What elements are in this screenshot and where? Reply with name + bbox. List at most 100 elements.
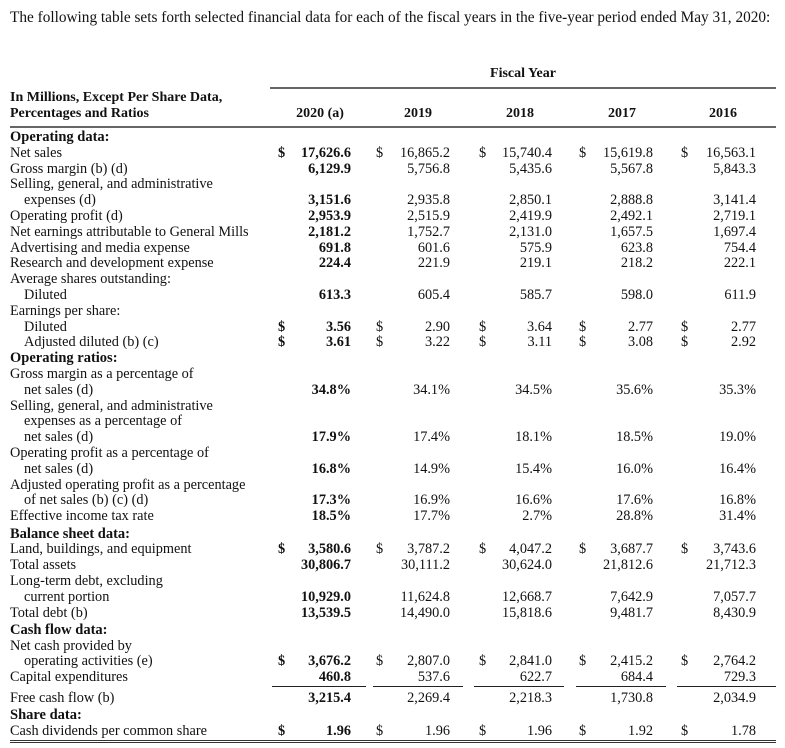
cell-2019: 537.6 [417,669,450,686]
row-label: Net earnings attributable to General Mil… [10,223,249,240]
section-heading: Balance sheet data: [0,526,785,542]
cell-2016: 7,057.7 [713,588,756,605]
cell-2016: 21,712.3 [705,557,756,574]
row-label: Earnings per share: [10,302,121,319]
cell-2020: 1.96 [325,723,351,740]
cell-2018: 2,131.0 [509,223,552,240]
cell-2018: 622.7 [519,669,552,686]
table-row: net sales (d) 16.8% 14.9% 15.4% 16.0% 16.4% [0,461,785,477]
table-row: expenses as a percentage of [0,413,785,429]
cell-2016: 1,697.4 [713,223,756,240]
table-row: Diluted 613.3 605.4 585.7 598.0 611.9 [0,287,785,303]
cell-2017: 1,730.8 [610,690,653,706]
cell-2019: 11,624.8 [400,588,450,605]
cell-2017: 684.4 [620,669,653,686]
section-heading: Operating data: [0,129,785,145]
cell-2016: 3,141.4 [713,192,756,209]
table-row: Selling, general, and administrative [0,398,785,414]
cell-2020: 13,539.5 [300,604,351,621]
currency-symbol: $ [479,318,487,335]
cell-2020: 3.61 [325,334,351,351]
table-bottom-rule [10,739,776,743]
cell-2016: 16,563.1 [705,144,756,161]
row-label: Long-term debt, excluding [10,572,163,589]
row-label: expenses (d) [24,192,96,209]
cell-2019: 17.7% [413,508,450,525]
cell-2019: 14,490.0 [399,604,450,621]
cell-2020: 10,929.0 [300,588,351,605]
table-row: Total debt (b) 13,539.5 14,490.0 15,818.6 9,… [0,605,785,621]
currency-symbol: $ [579,318,587,335]
cell-2017: 2,492.1 [610,208,653,224]
row-label: net sales (d) [24,460,94,477]
cell-2019: 1.96 [424,723,450,740]
currency-symbol: $ [376,541,384,558]
cell-2016: 1.78 [730,723,756,740]
cell-2020: 16.8% [311,460,351,477]
cell-2017: 598.0 [620,287,653,303]
cell-2018: 18.1% [515,429,552,446]
currency-symbol: $ [376,144,384,161]
cell-2020: 3,215.4 [308,690,351,706]
row-label: Advertising and media expense [10,239,190,256]
cell-2020: 2,181.2 [308,223,351,240]
row-label: Capital expenditures [10,669,128,686]
row-label: Adjusted diluted (b) (c) [24,334,159,351]
table-row: Long-term debt, excluding [0,573,785,589]
subtotal-rule [576,686,666,687]
cell-2016: 611.9 [724,287,756,303]
row-label: Selling, general, and administrative [10,176,213,193]
intro-paragraph: The following table sets forth selected … [10,9,771,26]
cell-2017: 9,481.7 [610,604,653,621]
cell-2020: 6,129.9 [308,160,351,177]
cell-2016: 222.1 [723,255,756,272]
cell-2019: 3.22 [424,334,450,351]
cell-2020: 3,676.2 [308,653,351,670]
cell-2017: 3,687.7 [610,541,653,558]
header-divider [270,87,776,89]
cell-2017: 1,657.5 [610,223,653,240]
cell-2017: 35.6% [616,381,653,398]
cell-2017: 218.2 [620,255,653,272]
cell-2017: 2,888.8 [610,192,653,209]
cell-2017: 2,415.2 [610,653,653,670]
cell-2019: 601.6 [417,239,450,256]
table-row: Earnings per share: [0,303,785,319]
row-label: current portion [24,588,110,605]
cell-2019: 1,752.7 [407,223,450,240]
cell-2017: 5,567.8 [610,160,653,177]
cell-2019: 30,111.2 [401,557,450,574]
table-row: Total assets 30,806.7 30,111.2 30,624.0 21,8… [0,557,785,573]
header-label-line: Percentages and Ratios [10,106,149,121]
cell-2017: 17.6% [616,492,653,509]
currency-symbol: $ [681,318,689,335]
cell-2016: 16.8% [719,492,756,509]
row-label: Effective income tax rate [10,508,154,525]
cell-2019: 34.1% [413,381,450,398]
table-row: net sales (d) 34.8% 34.1% 34.5% 35.6% 35.3% [0,382,785,398]
row-label: Diluted [24,318,67,335]
cell-2020: 17.3% [311,492,351,509]
row-label: Balance sheet data: [10,525,131,542]
cell-2016: 5,843.3 [713,160,756,177]
cell-2018: 12,668.7 [501,588,552,605]
table-row: Gross margin (b) (d) 6,129.9 5,756.8 5,435.… [0,161,785,177]
cell-2019: 14.9% [413,460,450,477]
cell-2017: 18.5% [616,429,653,446]
year-header-2017: 2017 [608,106,636,121]
cell-2019: 221.9 [417,255,450,272]
row-label: Operating data: [10,129,110,145]
cell-2020: 34.8% [311,381,351,398]
currency-symbol: $ [479,334,487,351]
header-label-line: In Millions, Except Per Share Data, [10,90,223,105]
table-row: Effective income tax rate 18.5% 17.7% 2.7% 2… [0,508,785,524]
currency-symbol: $ [278,334,286,351]
year-header-2016: 2016 [709,106,737,121]
year-header-2019: 2019 [404,106,432,121]
currency-symbol: $ [376,334,384,351]
subtotal-rule [373,686,463,687]
subtotal-rule [474,686,564,687]
table-row: Adjusted diluted (b) (c) $3.61 $3.22 $3.11 $… [0,334,785,350]
table-row: current portion 10,929.0 11,624.8 12,668.7 7… [0,589,785,605]
cell-2016: 729.3 [723,669,756,686]
